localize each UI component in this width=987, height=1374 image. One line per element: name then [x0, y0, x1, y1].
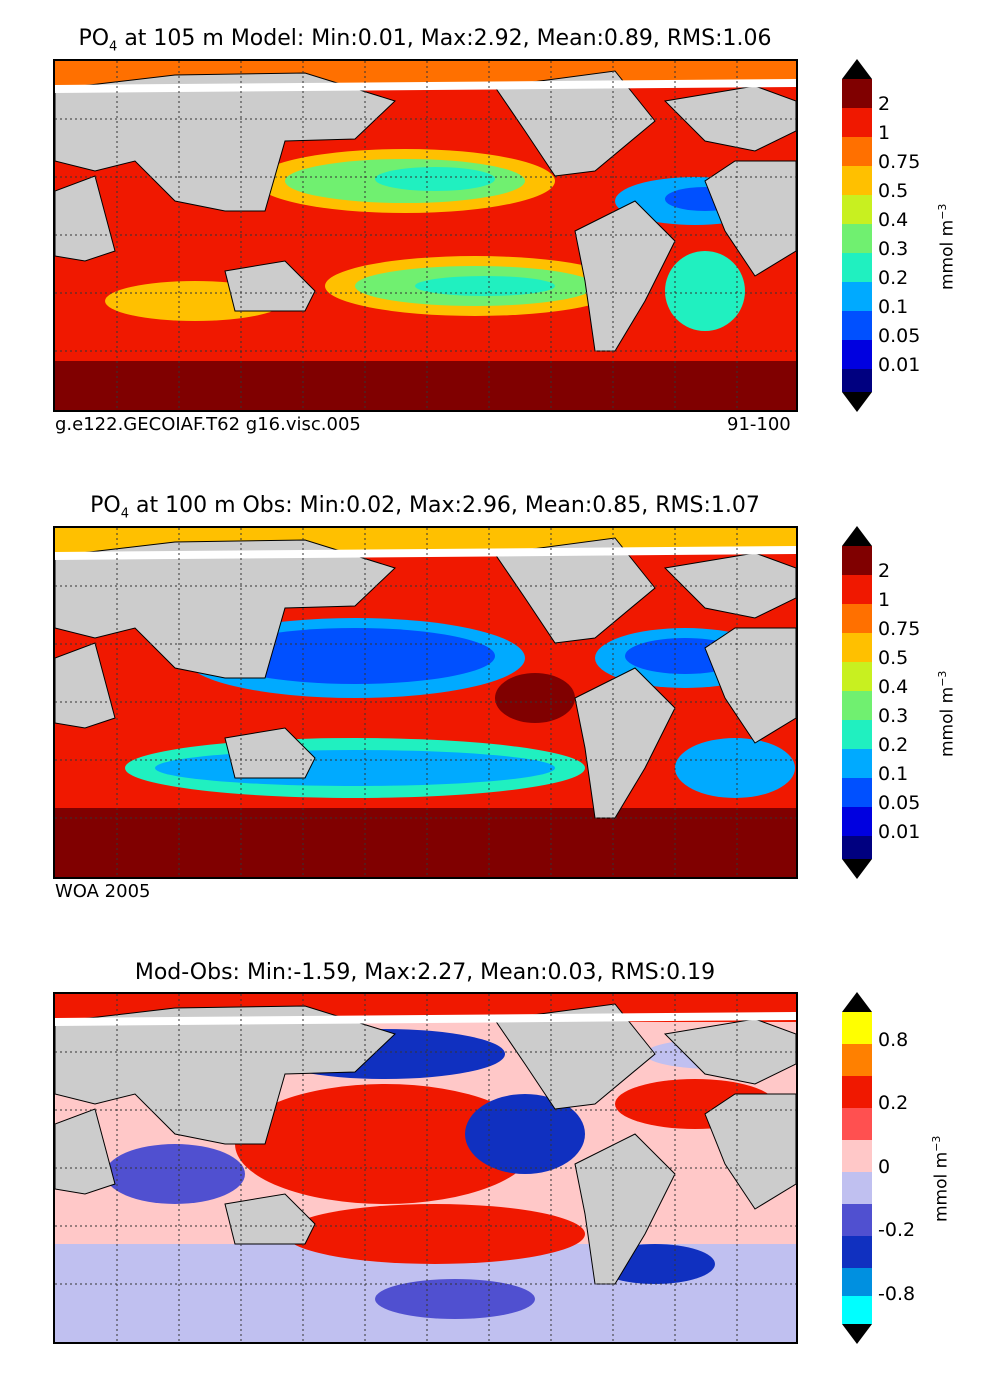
colorbar-label: 0.4	[878, 209, 909, 231]
colorbar-graphic	[842, 59, 872, 412]
colorbar-label: 0.05	[878, 325, 921, 347]
colorbar-label: 0.5	[878, 647, 909, 669]
map-canvas	[55, 61, 796, 410]
colorbar-label: 0.1	[878, 763, 909, 785]
units-label: mmol m−3	[936, 670, 958, 757]
colorbar-label: 0.75	[878, 151, 921, 173]
colorbar-label: 0.01	[878, 354, 921, 376]
model-map	[53, 59, 798, 412]
graticule	[55, 994, 796, 1342]
graticule	[55, 528, 796, 877]
colorbar-label: 0.2	[878, 1092, 909, 1114]
colorbar-graphic	[842, 992, 872, 1344]
colorbar-label: 0.5	[878, 180, 909, 202]
map-canvas	[55, 994, 796, 1342]
colorbar-graphic	[842, 526, 872, 879]
obs-colorbar	[842, 526, 872, 879]
difference-map	[53, 992, 798, 1344]
source-name: WOA 2005	[55, 881, 151, 902]
obs-map	[53, 526, 798, 879]
panel-title: PO4 at 100 m Obs: Min:0.02, Max:2.96, Me…	[90, 493, 760, 522]
model-colorbar	[842, 59, 872, 412]
panel-title: PO4 at 105 m Model: Min:0.01, Max:2.92, …	[78, 26, 772, 55]
colorbar-label: -0.8	[878, 1283, 916, 1305]
colorbar-label: 0.2	[878, 734, 909, 756]
colorbar-label: 0	[878, 1156, 891, 1178]
colorbar-label: 2	[878, 93, 891, 115]
colorbar-label: 0.1	[878, 296, 909, 318]
colorbar-label: 0.3	[878, 705, 909, 727]
colorbar-label: 0.4	[878, 676, 909, 698]
difference-colorbar	[842, 992, 872, 1344]
colorbar-label: 0.05	[878, 792, 921, 814]
units-label: mmol m−3	[930, 1135, 952, 1222]
map-canvas	[55, 528, 796, 877]
colorbar-label: -0.2	[878, 1219, 916, 1241]
colorbar-label: 0.2	[878, 267, 909, 289]
panel-title: Mod-Obs: Min:-1.59, Max:2.27, Mean:0.03,…	[134, 960, 716, 985]
colorbar-label: 2	[878, 560, 891, 582]
run-name: g.e122.GECOIAF.T62 g16.visc.005	[55, 414, 361, 435]
colorbar-label: 0.75	[878, 618, 921, 640]
graticule	[55, 61, 796, 410]
colorbar-label: 0.8	[878, 1029, 909, 1051]
colorbar-label: 1	[878, 589, 891, 611]
colorbar-label: 0.3	[878, 238, 909, 260]
colorbar-label: 1	[878, 122, 891, 144]
colorbar-label: 0.01	[878, 821, 921, 843]
year-range: 91-100	[727, 414, 791, 435]
units-label: mmol m−3	[936, 203, 958, 290]
